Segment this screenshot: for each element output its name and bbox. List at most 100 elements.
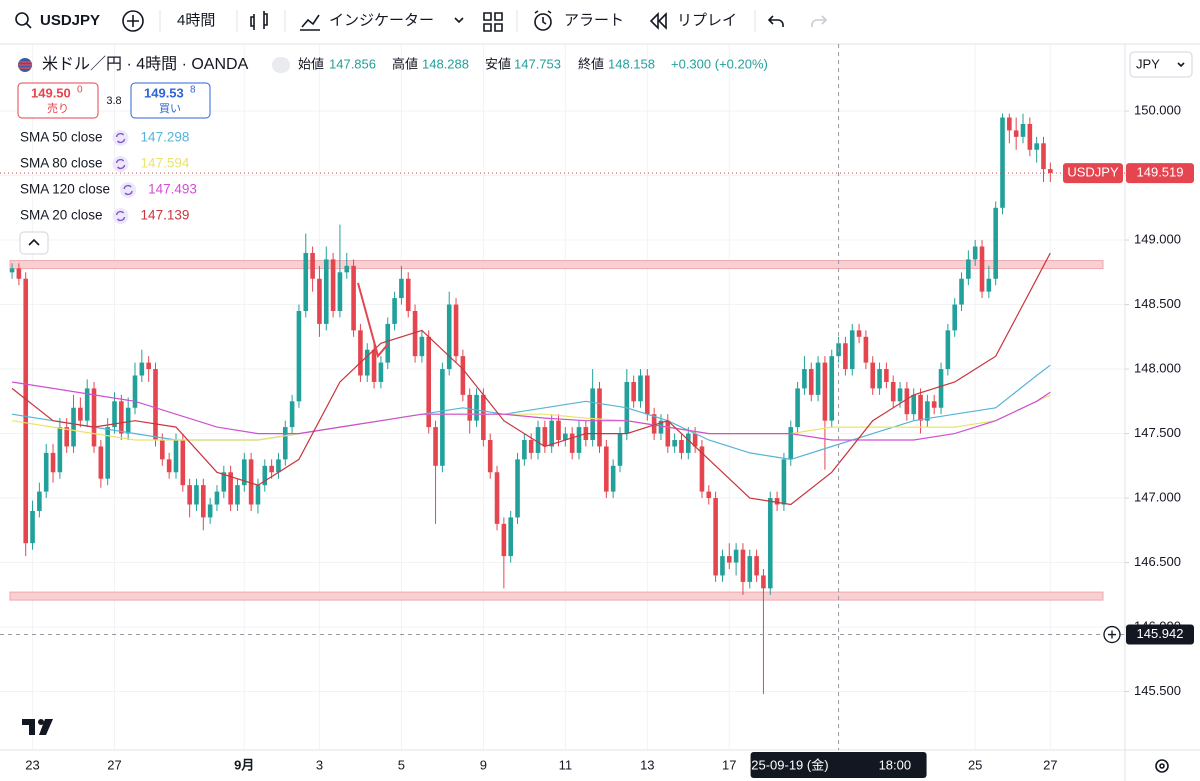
candle-body — [160, 440, 165, 460]
candle-body — [870, 362, 876, 389]
candle-body — [317, 278, 322, 324]
candle-body — [563, 433, 568, 441]
legend-icon — [123, 184, 133, 196]
candle-body — [23, 278, 29, 544]
candle-body — [774, 498, 780, 505]
toolbar-bg — [0, 0, 1200, 44]
candle-body — [528, 440, 534, 453]
candle-body — [597, 388, 602, 447]
candle-body — [501, 523, 507, 557]
crosshair-add — [1108, 630, 1116, 639]
candle-body — [84, 388, 90, 421]
undo[interactable] — [767, 15, 784, 27]
chevron[interactable] — [454, 17, 464, 24]
settings-icon — [1159, 763, 1165, 769]
candle-body — [740, 549, 746, 582]
alert[interactable]: アラート — [564, 12, 624, 29]
candle-body — [815, 362, 821, 395]
search-icon[interactable] — [15, 12, 29, 26]
candle-body — [207, 504, 213, 518]
candle-body — [125, 407, 131, 434]
x-tick-label: 17 — [722, 757, 736, 772]
candle-body — [747, 556, 753, 582]
currency-box[interactable] — [1129, 51, 1193, 78]
candle-body — [385, 323, 391, 363]
symbol-tag — [1063, 163, 1123, 184]
candle-body — [542, 427, 548, 447]
candle-body — [699, 446, 705, 492]
candle-body — [399, 278, 404, 299]
candle-body — [153, 369, 158, 441]
replay[interactable]: リプレイ — [677, 12, 737, 29]
legend-value: 147.594 — [141, 156, 190, 171]
legend-series: SMA 50 close 147.298 SMA 80 close 147.594 SM… — [20, 130, 197, 224]
level-zone — [9, 260, 1104, 270]
currency: JPY — [1136, 56, 1160, 71]
collapse-button[interactable] — [19, 231, 49, 255]
candle-body — [849, 330, 855, 370]
crosshair-price: 145.942 — [1137, 626, 1184, 641]
candle-body — [358, 330, 363, 376]
replay-icon[interactable] — [649, 12, 667, 30]
layout-icon[interactable] — [483, 12, 503, 32]
legend-icon — [115, 210, 126, 222]
chart-type[interactable] — [250, 11, 268, 30]
candle-body — [481, 394, 486, 441]
legend-name: SMA 50 close — [20, 130, 103, 145]
x-tick-label: 13 — [640, 757, 654, 772]
indicators[interactable]: インジケーター — [329, 12, 434, 29]
sma-line — [11, 252, 1051, 506]
add-symbol[interactable] — [122, 10, 144, 32]
candle-body — [330, 259, 336, 312]
candle-body — [467, 394, 473, 421]
interval[interactable]: 4時間 — [177, 12, 215, 29]
alert-icon — [534, 10, 552, 25]
candle-body — [733, 549, 739, 563]
candle-body — [235, 485, 240, 505]
candle-body — [1041, 143, 1046, 170]
high-value: 148.288 — [422, 56, 469, 71]
candle-body — [9, 268, 15, 273]
candle-body — [617, 433, 623, 466]
crosshair-time: 18:00 — [879, 757, 912, 772]
candle-body — [515, 459, 520, 518]
crosshair-price-tag — [1126, 624, 1194, 645]
sell-button[interactable] — [17, 82, 99, 119]
candle-body — [726, 556, 732, 563]
candle-body — [877, 369, 882, 389]
indicator-icon[interactable] — [300, 14, 320, 31]
alert-icon[interactable] — [534, 13, 552, 31]
candle-body — [1034, 143, 1039, 150]
candle-body — [843, 343, 848, 370]
redo[interactable] — [811, 15, 828, 27]
candle-body — [1013, 130, 1019, 137]
candle-body — [91, 388, 97, 447]
buy-button[interactable] — [130, 82, 211, 119]
candle-body — [180, 440, 186, 486]
candle-body — [522, 440, 527, 460]
candle-body — [378, 362, 384, 382]
candle-body — [1027, 123, 1033, 150]
candle-body — [856, 330, 862, 337]
candle-body — [604, 446, 609, 492]
candle-body — [282, 427, 288, 460]
candle-body — [966, 259, 971, 279]
candle-body — [487, 440, 493, 473]
candle-body — [986, 278, 992, 292]
candle-body — [897, 388, 903, 402]
candle-body — [71, 407, 76, 447]
candle-body — [1007, 117, 1012, 131]
candle-body — [173, 440, 179, 473]
plot — [9, 113, 1104, 695]
low-value: 147.753 — [514, 56, 561, 71]
candle-body — [241, 459, 247, 486]
candle-body — [767, 498, 773, 589]
level-zone — [9, 591, 1104, 601]
symbol[interactable]: USDJPY — [40, 12, 100, 29]
candle-body — [706, 491, 712, 499]
candle-body — [419, 336, 425, 357]
candle-body — [890, 381, 896, 402]
y-tick-label: 146.500 — [1134, 554, 1181, 569]
settings-icon[interactable] — [1155, 759, 1169, 773]
legend-icon — [112, 156, 129, 172]
